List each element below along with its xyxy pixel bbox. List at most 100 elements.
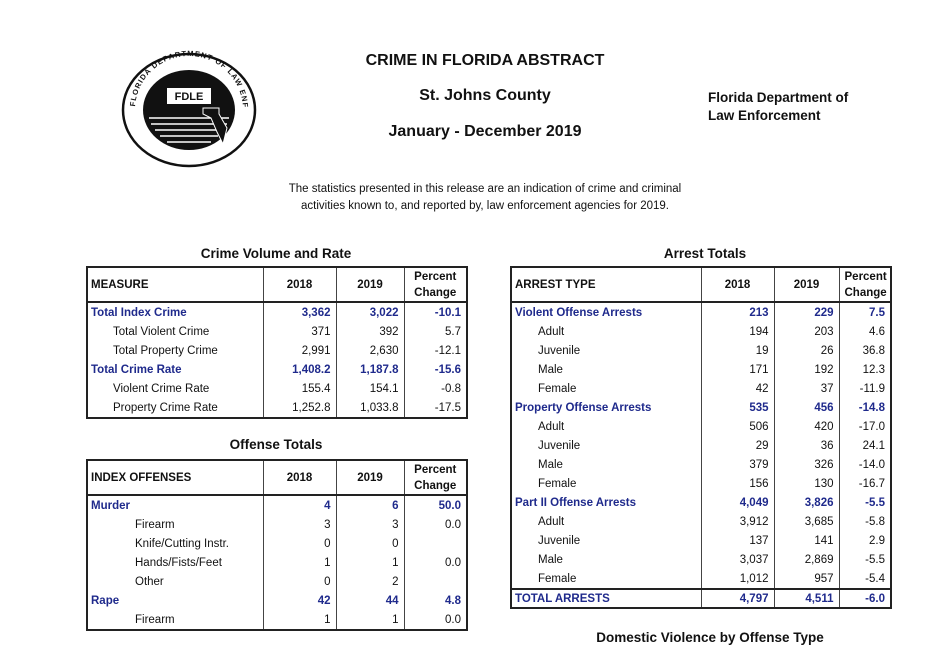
table-title: Arrest Totals [663, 246, 747, 261]
cell: 1,187.8 [335, 360, 404, 379]
sub-row: Firearm 1 1 0.0 [86, 610, 467, 630]
group-row: Murder 4 6 50.0 [86, 495, 467, 515]
cell: 137 [700, 531, 774, 550]
cell: -17.0 [838, 417, 891, 436]
cell: 3,685 [773, 512, 839, 531]
cell: Violent Crime Rate [86, 379, 263, 398]
header-cell: 2019 [335, 267, 404, 303]
cell: 141 [773, 531, 839, 550]
total-row: TOTAL ARRESTS 4,797 4,511 -6.0 [510, 588, 891, 608]
cell: 0 [262, 534, 336, 553]
cell: 42 [700, 379, 774, 398]
header-cell: 2018 [700, 267, 774, 303]
group-row: Rape 42 44 4.8 [86, 591, 467, 610]
cell: 3,912 [700, 512, 774, 531]
sub-row: Other 0 2 [86, 572, 467, 591]
cell: 229 [773, 302, 839, 322]
cell: 3,022 [335, 302, 404, 322]
cell: 4,511 [773, 588, 839, 608]
header-row: INDEX OFFENSES 2018 2019 Percent Change [86, 460, 467, 496]
cell: 155.4 [262, 379, 336, 398]
logo-text: FDLE [175, 91, 204, 103]
cell: Adult [510, 322, 701, 341]
cell: 4.8 [403, 591, 467, 610]
intro-line: activities known to, and reported by, la… [301, 200, 669, 212]
sub-row: Hands/Fists/Feet 1 1 0.0 [86, 553, 467, 572]
sub-row: Violent Crime Rate 155.4 154.1 -0.8 [86, 379, 467, 398]
cell: Rape [86, 591, 263, 610]
cell: 3 [335, 515, 404, 534]
table-title: Offense Totals [229, 437, 323, 452]
sub-row: Male 379 326 -14.0 [510, 455, 891, 474]
sub-row: Adult 506 420 -17.0 [510, 417, 891, 436]
cell: -5.5 [838, 493, 891, 512]
cell: Hands/Fists/Feet [86, 553, 263, 572]
header-cell: ARREST TYPE [510, 267, 701, 303]
data-table: ARREST TYPE 2018 2019 Percent Change Violent… [510, 266, 892, 609]
header-row: ARREST TYPE 2018 2019 Percent Change [510, 267, 891, 303]
cell: 1 [335, 553, 404, 572]
cell: 37 [773, 379, 839, 398]
header-cell: Percent Change [838, 267, 891, 303]
cell: 3,826 [773, 493, 839, 512]
agency-line: Law Enforcement [708, 108, 821, 123]
cell: 326 [773, 455, 839, 474]
cell: -17.5 [403, 398, 467, 418]
cell: 130 [773, 474, 839, 493]
cell: 3,362 [262, 302, 336, 322]
cell: 0.0 [403, 610, 467, 630]
sub-row: Juvenile 19 26 36.8 [510, 341, 891, 360]
cell: 194 [700, 322, 774, 341]
cell: 1,012 [700, 569, 774, 589]
cell: Total Violent Crime [86, 322, 263, 341]
cell: Firearm [86, 610, 263, 630]
cell: -15.6 [403, 360, 467, 379]
cell: Total Crime Rate [86, 360, 263, 379]
cell: 0 [262, 572, 336, 591]
sub-row: Adult 3,912 3,685 -5.8 [510, 512, 891, 531]
cell: 379 [700, 455, 774, 474]
period: January - December 2019 [388, 123, 582, 140]
cell: Firearm [86, 515, 263, 534]
cell [403, 572, 467, 591]
cell: 1,408.2 [262, 360, 336, 379]
cell: 4.6 [838, 322, 891, 341]
intro: The statistics presented in this release… [250, 181, 720, 215]
cell: 392 [335, 322, 404, 341]
cell: 26 [773, 341, 839, 360]
cell: -11.9 [838, 379, 891, 398]
group-row: Violent Offense Arrests 213 229 7.5 [510, 302, 891, 322]
cell: -16.7 [838, 474, 891, 493]
cell: 506 [700, 417, 774, 436]
table-title: Crime Volume and Rate [200, 246, 352, 261]
header-row: MEASURE 2018 2019 Percent Change [86, 267, 467, 303]
cell: Total Index Crime [86, 302, 263, 322]
cell: 213 [700, 302, 774, 322]
cell: 1 [262, 553, 336, 572]
sub-row: Knife/Cutting Instr. 0 0 [86, 534, 467, 553]
sub-row: Property Crime Rate 1,252.8 1,033.8 -17.5 [86, 398, 467, 418]
cell: 171 [700, 360, 774, 379]
header-cell: INDEX OFFENSES [86, 460, 263, 496]
cell: Male [510, 455, 701, 474]
cell: 12.3 [838, 360, 891, 379]
cell: -5.4 [838, 569, 891, 589]
cell: 456 [773, 398, 839, 417]
header-cell: 2018 [262, 267, 336, 303]
cell: 371 [262, 322, 336, 341]
cell: -5.8 [838, 512, 891, 531]
group-row: Total Crime Rate 1,408.2 1,187.8 -15.6 [86, 360, 467, 379]
data-table: MEASURE 2018 2019 Percent Change Total Index… [86, 266, 468, 419]
sub-row: Adult 194 203 4.6 [510, 322, 891, 341]
cell: 36 [773, 436, 839, 455]
logo-ring [121, 52, 257, 168]
group-row: Total Index Crime 3,362 3,022 -10.1 [86, 302, 467, 322]
cell: 203 [773, 322, 839, 341]
cell: Murder [86, 495, 263, 515]
cell: 4,049 [700, 493, 774, 512]
header-cell: 2019 [773, 267, 839, 303]
cell: -12.1 [403, 341, 467, 360]
sub-row: Female 42 37 -11.9 [510, 379, 891, 398]
cell: 0.0 [403, 515, 467, 534]
